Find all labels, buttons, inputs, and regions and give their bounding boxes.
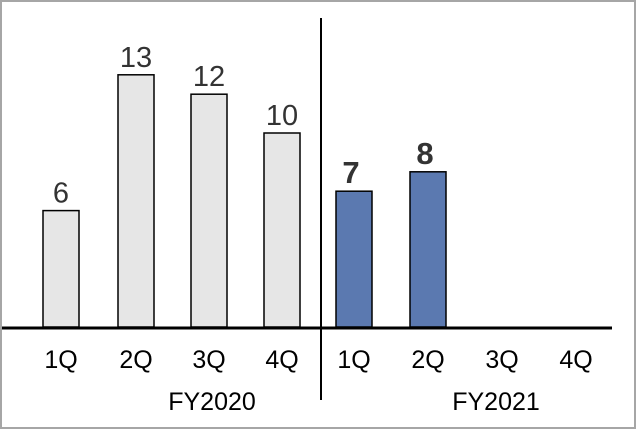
year-label-fy2021: FY2021 [452, 388, 540, 416]
data-label-fy2021-2q: 8 [416, 136, 433, 171]
tick-label-fy2021-2q: 2Q [411, 346, 444, 374]
tick-label-fy2021-3q: 3Q [485, 346, 518, 374]
data-label-fy2020-3q: 12 [193, 61, 225, 93]
year-label-fy2020: FY2020 [168, 388, 256, 416]
bar-fy2020-4q [263, 132, 301, 328]
data-label-fy2020-1q: 6 [53, 178, 69, 210]
bar-fy2020-2q [117, 74, 155, 328]
bars-layer [42, 74, 447, 328]
tick-label-fy2020-1q: 1Q [44, 346, 77, 374]
bar-fy2021-2q [409, 171, 447, 328]
data-labels-layer: 6 13 12 10 7 8 [53, 42, 434, 210]
tick-label-fy2020-3q: 3Q [192, 346, 225, 374]
tick-label-fy2021-4q: 4Q [559, 346, 592, 374]
bar-fy2021-1q [335, 190, 373, 328]
tick-label-fy2020-4q: 4Q [265, 346, 298, 374]
tick-label-fy2021-1q: 1Q [337, 346, 370, 374]
data-label-fy2021-1q: 7 [342, 155, 359, 190]
bar-fy2020-3q [190, 93, 228, 328]
data-label-fy2020-4q: 10 [266, 100, 298, 132]
bar-fy2020-1q [42, 209, 80, 328]
tick-label-fy2020-2q: 2Q [119, 346, 152, 374]
tick-labels-layer: 1Q 2Q 3Q 4Q 1Q 2Q 3Q 4Q [44, 346, 592, 374]
data-label-fy2020-2q: 13 [120, 42, 152, 74]
